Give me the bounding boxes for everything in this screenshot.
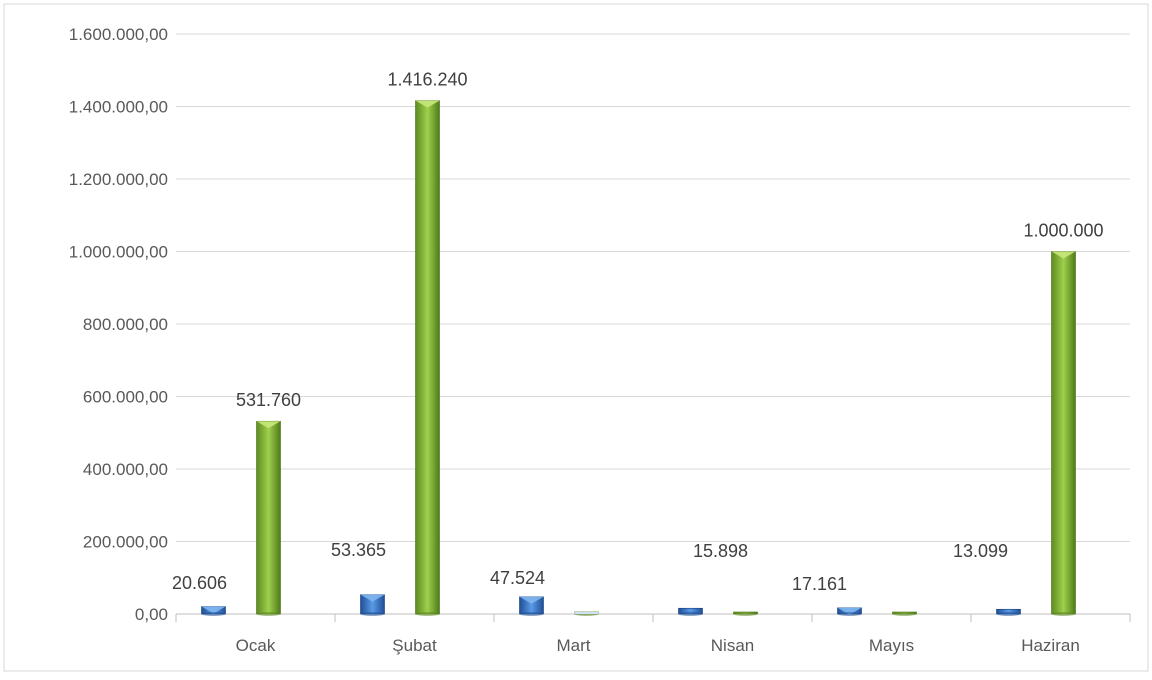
data-label: 15.898 <box>693 541 748 561</box>
bar <box>256 420 281 615</box>
y-tick-label: 600.000,00 <box>83 388 168 407</box>
y-tick-label: 200.000,00 <box>83 533 168 552</box>
bar-cap <box>1051 251 1076 259</box>
data-label: 17.161 <box>792 574 847 594</box>
y-tick-label: 400.000,00 <box>83 460 168 479</box>
data-label: 1.416.240 <box>387 70 467 90</box>
x-tick-label: Mayıs <box>869 636 914 655</box>
bar-base <box>996 612 1021 616</box>
bar-base <box>519 612 544 616</box>
bar-base <box>892 612 917 616</box>
bar-cap <box>201 606 226 614</box>
y-tick-label: 1.600.000,00 <box>69 25 168 44</box>
bar-base <box>360 612 385 616</box>
data-label: 1.000.000 <box>1023 221 1103 241</box>
bar-cap <box>837 607 862 615</box>
y-tick-label: 1.000.000,00 <box>69 243 168 262</box>
data-label: 20.606 <box>172 573 227 593</box>
bar <box>1051 251 1076 615</box>
y-tick-label: 0,00 <box>135 605 168 624</box>
x-tick-label: Nisan <box>711 636 754 655</box>
bar-cap <box>256 421 281 429</box>
x-tick-label: Mart <box>557 636 591 655</box>
bar-base <box>415 612 440 616</box>
bar-base <box>837 612 862 616</box>
data-label: 13.099 <box>953 541 1008 561</box>
bar-base <box>678 612 703 616</box>
data-label: 531.760 <box>236 390 301 410</box>
chart-border <box>3 3 1149 672</box>
bar-zero-marker <box>574 612 599 614</box>
bar-base <box>256 612 281 616</box>
data-label: 53.365 <box>331 540 386 560</box>
y-tick-label: 800.000,00 <box>83 315 168 334</box>
y-tick-label: 1.400.000,00 <box>69 98 168 117</box>
x-tick-label: Şubat <box>392 636 437 655</box>
x-tick-label: Haziran <box>1021 636 1080 655</box>
data-label: 47.524 <box>490 568 545 588</box>
bar-cap <box>415 100 440 108</box>
bar-base <box>733 612 758 616</box>
bar-base <box>201 612 226 616</box>
bar <box>415 100 440 615</box>
x-tick-label: Ocak <box>236 636 276 655</box>
bar-base <box>1051 612 1076 616</box>
y-tick-label: 1.200.000,00 <box>69 170 168 189</box>
bar-cap <box>519 596 544 604</box>
bar-cap <box>360 594 385 602</box>
